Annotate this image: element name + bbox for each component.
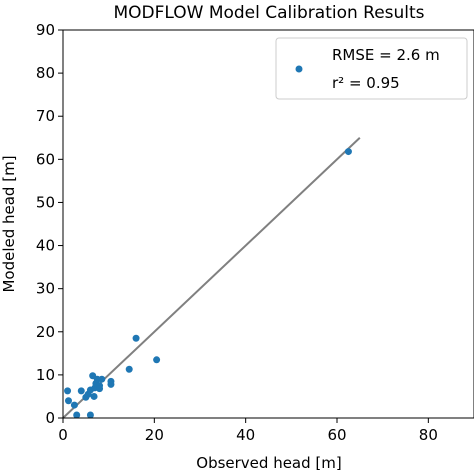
y-tick-label: 0 [45,409,55,427]
one-to-one-fit-line [62,137,361,419]
data-point [344,148,352,156]
legend: RMSE = 2.6 m r² = 0.95 [275,37,468,100]
y-tick-label: 30 [36,280,55,298]
x-axis-label: Observed head [m] [196,454,341,472]
data-point [90,392,98,400]
data-point [73,411,81,419]
y-tick-label: 80 [36,64,55,82]
y-tick-label: 10 [36,366,55,384]
y-tick-label: 20 [36,323,55,341]
plot-frame [62,29,474,419]
legend-entry-r2: r² = 0.95 [332,74,400,92]
y-tick-label: 50 [36,193,55,211]
data-point [125,365,133,373]
legend-entry-rmse: RMSE = 2.6 m [332,46,440,64]
data-point [132,334,140,342]
data-point [96,385,104,393]
legend-box [275,37,468,100]
data-point [70,401,78,409]
x-tick-label: 0 [58,426,68,444]
y-tick-label: 70 [36,107,55,125]
data-point [77,387,85,395]
y-tick-label: 60 [36,150,55,168]
data-point [64,387,72,395]
y-axis-label: Modeled head [m] [0,155,18,292]
chart-title: MODFLOW Model Calibration Results [113,3,424,23]
data-point [98,375,106,383]
x-tick-label: 80 [419,426,438,444]
y-tick-label: 40 [36,237,55,255]
data-points [64,148,352,419]
legend-marker [295,65,303,73]
x-axis-ticks: 0 20 40 60 80 [58,418,438,444]
data-point [64,397,72,405]
data-point [153,356,161,364]
data-point [107,380,115,388]
y-axis-ticks: 0 10 20 30 40 50 60 70 80 90 [36,21,63,427]
x-tick-label: 60 [327,426,346,444]
y-tick-label: 90 [36,21,55,39]
x-tick-label: 20 [145,426,164,444]
data-point [86,411,94,419]
x-tick-label: 40 [236,426,255,444]
